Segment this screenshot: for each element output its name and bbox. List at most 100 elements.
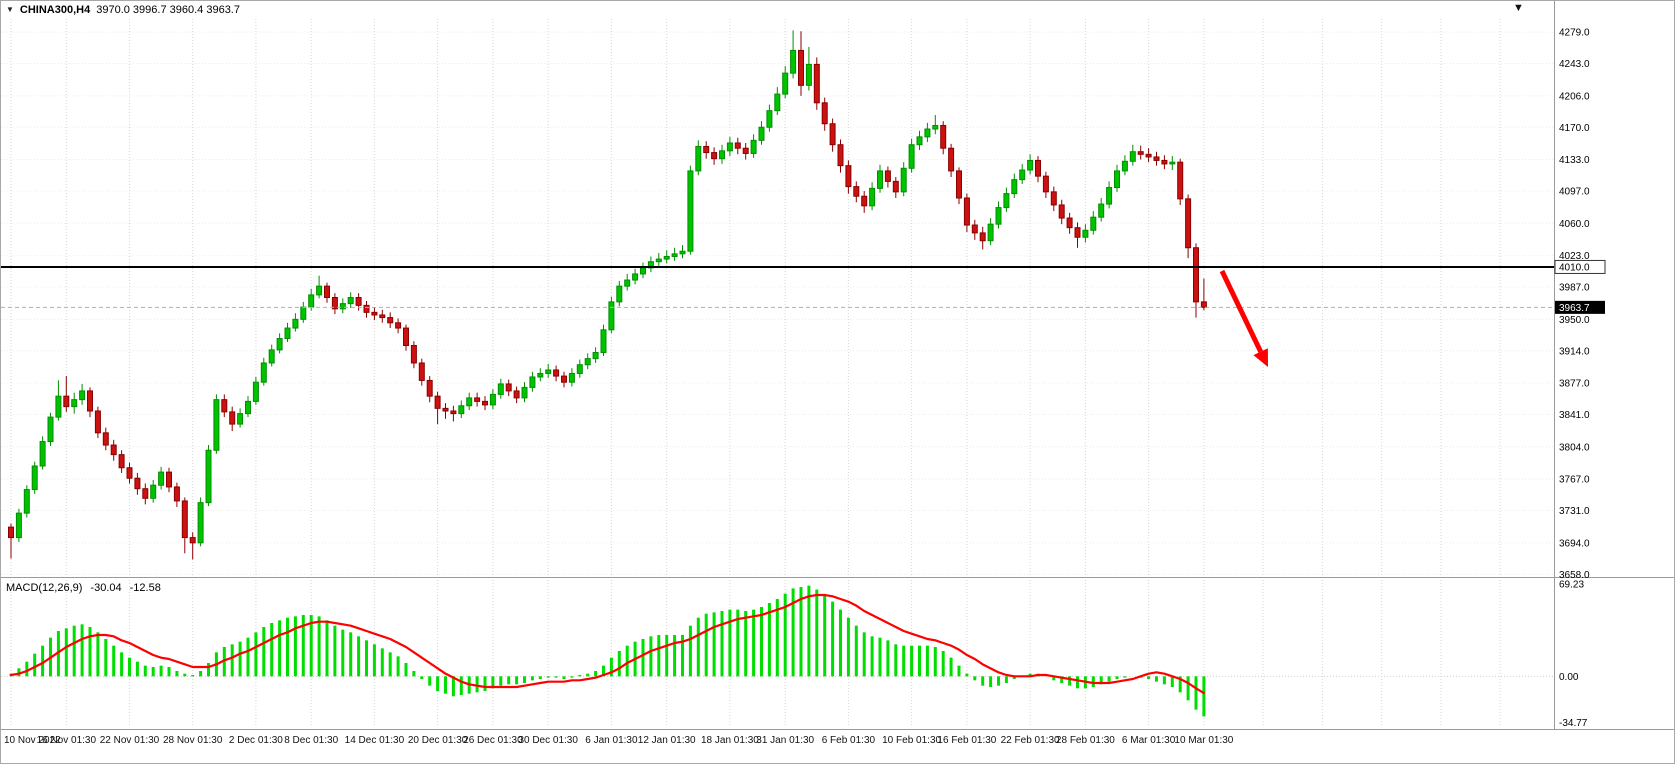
candle-body: [924, 128, 931, 138]
price-tick-label: 3731.0: [1559, 506, 1590, 517]
candle-body: [1145, 153, 1152, 158]
candle-body: [371, 311, 378, 316]
date-tick-label: 22 Nov 01:30: [100, 735, 160, 746]
price-tick-label: 4060.0: [1559, 219, 1590, 230]
date-tick-label: 31 Jan 01:30: [756, 735, 814, 746]
chart-shift-marker-icon[interactable]: ▼: [1513, 2, 1524, 14]
candle-body: [205, 449, 212, 504]
candle-body: [790, 49, 797, 74]
candle-body: [482, 400, 488, 406]
candle-body: [8, 526, 14, 539]
candle-body: [39, 441, 46, 467]
candle-body: [1090, 216, 1097, 231]
date-tick-label: 16 Nov 01:30: [37, 735, 97, 746]
date-tick-label: 8 Dec 01:30: [284, 735, 338, 746]
candle-body: [869, 187, 876, 207]
candle-body: [553, 369, 560, 377]
candle-body: [632, 273, 639, 281]
candle-body: [229, 411, 236, 425]
date-tick-label: 6 Jan 01:30: [585, 735, 638, 746]
candle-body: [971, 224, 978, 234]
date-tick-label: 28 Nov 01:30: [163, 735, 223, 746]
candle-body: [545, 369, 552, 374]
down-arrow-annotation[interactable]: [1219, 269, 1263, 353]
candle-body: [853, 186, 860, 197]
bid-price-badge: [1555, 300, 1605, 314]
candle-body: [1019, 169, 1026, 181]
candle-body: [1042, 175, 1049, 193]
candle-body: [1003, 193, 1010, 209]
candle-body: [766, 110, 773, 128]
candle-body: [600, 329, 607, 354]
candle-body: [237, 413, 244, 425]
candle-body: [624, 279, 631, 287]
candle-body: [442, 407, 449, 412]
candle-body: [987, 223, 994, 242]
candle-body: [1027, 159, 1034, 171]
candle-body: [292, 318, 299, 329]
price-tick-label: 3804.0: [1559, 442, 1590, 453]
candle-body: [1169, 161, 1176, 165]
candle-body: [1153, 156, 1160, 161]
macd-indicator-label: MACD(12,26,9) -30.04 -12.58: [6, 582, 161, 594]
candle-body: [213, 399, 220, 451]
down-arrow-head[interactable]: [1253, 348, 1268, 367]
price-tick-label: 3950.0: [1559, 315, 1590, 326]
candle-body: [932, 125, 939, 130]
price-tick-label: 3694.0: [1559, 538, 1590, 549]
candle-body: [877, 170, 883, 189]
candle-body: [308, 294, 315, 308]
macd-tick-label: 69.23: [1559, 580, 1584, 591]
candle-body: [861, 195, 868, 207]
macd-value: -30.04: [90, 582, 122, 594]
candle-body: [1035, 159, 1041, 177]
candle-body: [395, 322, 402, 329]
date-tick-label: 20 Dec 01:30: [408, 735, 468, 746]
candle-body: [584, 358, 591, 366]
candle-body: [940, 125, 947, 149]
candle-body: [489, 393, 496, 406]
candle-body: [576, 364, 583, 374]
candle-body: [284, 327, 291, 340]
candle-body: [829, 123, 836, 146]
candle-body: [1106, 186, 1113, 205]
candle-body: [268, 349, 275, 364]
candle-body: [245, 400, 251, 415]
candle-body: [1200, 301, 1207, 308]
candle-body: [1121, 160, 1128, 172]
candle-body: [110, 444, 117, 456]
candle-body: [158, 471, 165, 486]
candle-body: [260, 362, 267, 383]
candle-body: [956, 170, 962, 199]
date-tick-label: 22 Feb 01:30: [1001, 735, 1060, 746]
candle-body: [221, 399, 228, 413]
candle-body: [87, 390, 93, 412]
date-tick-label: 6 Mar 01:30: [1122, 735, 1176, 746]
candle-body: [1161, 159, 1168, 165]
candle-body: [561, 375, 567, 383]
candle-body: [916, 136, 923, 146]
candle-body: [118, 454, 125, 469]
macd-signal-value: -12.58: [129, 582, 161, 594]
candle-body: [181, 500, 188, 539]
candle-body: [845, 165, 852, 188]
candle-body: [616, 285, 623, 303]
price-tick-label: 3841.0: [1559, 410, 1590, 421]
candle-body: [1098, 203, 1105, 218]
price-tick-label: 4133.0: [1559, 155, 1590, 166]
symbol-dropdown-icon[interactable]: ▼: [6, 5, 14, 14]
candle-body: [505, 383, 512, 392]
price-tick-label: 3767.0: [1559, 475, 1590, 486]
candle-body: [55, 395, 62, 418]
candle-body: [47, 416, 54, 443]
candle-body: [719, 150, 725, 160]
candle-body: [466, 397, 473, 407]
candle-body: [513, 390, 520, 399]
candle-body: [1066, 217, 1073, 229]
macd-tick-label: -34.77: [1559, 718, 1588, 729]
candle-body: [189, 537, 196, 544]
candle-body: [331, 297, 338, 310]
candle-body: [134, 477, 141, 490]
price-tick-label: 3987.0: [1559, 283, 1590, 294]
